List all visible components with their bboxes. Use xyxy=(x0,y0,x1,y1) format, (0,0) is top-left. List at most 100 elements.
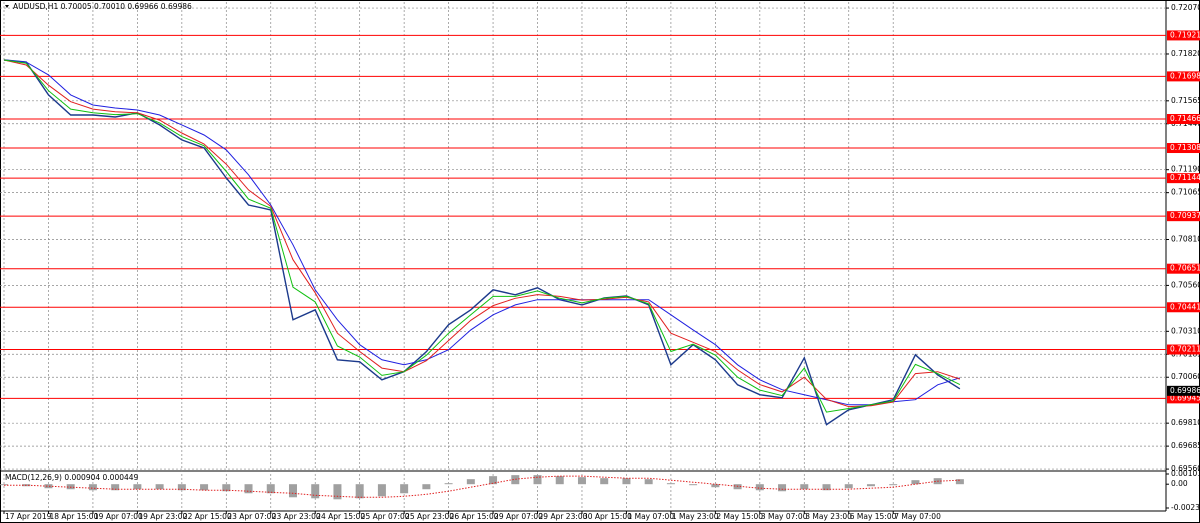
macd-bar xyxy=(288,484,297,498)
moving-average xyxy=(3,59,961,413)
macd-bar xyxy=(133,484,142,490)
current-price-label: 0.69986 xyxy=(1170,386,1200,395)
level-label: 0.71144 xyxy=(1170,173,1200,182)
macd-bar xyxy=(444,483,453,485)
macd-bar xyxy=(377,484,386,497)
macd-bar xyxy=(711,484,720,488)
x-tick-label: 23 Apr 23:00 xyxy=(272,512,321,521)
macd-signal xyxy=(4,475,960,498)
level-label: 0.70651 xyxy=(1170,264,1200,273)
x-tick-label: 29 Apr 07:00 xyxy=(494,512,543,521)
x-tick-label: 3 May 07:00 xyxy=(761,512,808,521)
macd-bar xyxy=(644,479,653,485)
macd-bar xyxy=(466,479,475,485)
level-label-bg xyxy=(1167,302,1200,313)
level-label: 0.71466 xyxy=(1170,114,1200,123)
price-line xyxy=(3,59,961,426)
level-label: 0.70441 xyxy=(1170,302,1200,311)
x-tick-label: 30 Apr 15:00 xyxy=(583,512,632,521)
macd-bar xyxy=(555,476,564,485)
x-tick-label: 17 Apr 2019 xyxy=(5,512,52,521)
level-label-bg xyxy=(1167,211,1200,222)
level-label-bg xyxy=(1167,173,1200,184)
macd-bar xyxy=(422,484,431,490)
level-label-bg xyxy=(1167,393,1200,404)
macd-bar xyxy=(889,484,898,486)
macd-bar xyxy=(689,484,698,486)
y-tick-label: 0.69810 xyxy=(1171,418,1200,427)
level-label-bg xyxy=(1167,114,1200,124)
x-tick-label: 29 Apr 23:00 xyxy=(539,512,588,521)
macd-bar xyxy=(533,475,542,485)
x-tick-label: 24 Apr 15:00 xyxy=(316,512,365,521)
macd-bar xyxy=(111,484,120,491)
macd-bar xyxy=(200,484,209,491)
macd-bar xyxy=(577,477,586,485)
x-tick-label: 3 May 23:00 xyxy=(805,512,852,521)
x-tick-label: 6 May 15:00 xyxy=(850,512,897,521)
y-tick-label: 0.71565 xyxy=(1171,96,1200,105)
x-tick-label: 25 Apr 23:00 xyxy=(405,512,454,521)
macd-bar xyxy=(733,484,742,490)
moving-average xyxy=(3,59,961,408)
y-tick-label: 0.70810 xyxy=(1171,234,1200,243)
macd-bar xyxy=(844,484,853,489)
level-label-bg xyxy=(1167,344,1200,355)
x-tick-label: 19 Apr 23:00 xyxy=(138,512,187,521)
x-tick-label: 23 Apr 07:00 xyxy=(227,512,276,521)
macd-bar xyxy=(800,484,809,490)
macd-bar xyxy=(155,484,164,490)
x-tick-label: 19 Apr 07:00 xyxy=(94,512,143,521)
macd-bar xyxy=(355,484,364,499)
moving-average xyxy=(3,59,961,406)
menu-arrow xyxy=(5,5,9,8)
level-label: 0.71308 xyxy=(1170,143,1200,152)
y-tick-label: 0.001013 xyxy=(1171,469,1200,478)
macd-bar xyxy=(622,478,631,485)
level-label: 0.71921 xyxy=(1170,30,1200,39)
macd-bar xyxy=(955,479,964,485)
x-tick-label: 2 May 15:00 xyxy=(716,512,763,521)
x-tick-label: 18 Apr 15:00 xyxy=(49,512,98,521)
macd-bar xyxy=(489,476,498,485)
y-tick-label: 0.69685 xyxy=(1171,441,1200,450)
macd-title: MACD(12,26,9) 0.000904 0.000449 xyxy=(5,473,139,482)
level-label-bg xyxy=(1167,30,1200,41)
level-label-bg xyxy=(1167,143,1200,154)
y-tick-label: 0.70060 xyxy=(1171,372,1200,381)
x-tick-label: 25 Apr 07:00 xyxy=(361,512,410,521)
x-tick-label: 7 May 07:00 xyxy=(894,512,941,521)
current-price-bg xyxy=(1167,385,1200,396)
x-tick-label: 1 May 23:00 xyxy=(672,512,719,521)
y-tick-label: 0.71065 xyxy=(1171,188,1200,197)
y-tick-label: 0.71820 xyxy=(1171,49,1200,58)
level-label-bg xyxy=(1167,71,1200,82)
y-tick-label: 0.71190 xyxy=(1171,165,1200,174)
x-tick-label: 1 May 07:00 xyxy=(627,512,674,521)
x-tick-label: 26 Apr 15:00 xyxy=(450,512,499,521)
macd-bar xyxy=(400,484,409,494)
macd-bar xyxy=(511,475,520,485)
macd-bar xyxy=(244,484,253,494)
y-tick-label: 0.69560 xyxy=(1171,464,1200,473)
level-label: 0.71698 xyxy=(1170,71,1200,80)
level-label: 0.69945 xyxy=(1170,393,1200,402)
y-tick-label: 0.70560 xyxy=(1171,280,1200,289)
macd-bar xyxy=(866,484,875,487)
macd-bar xyxy=(266,484,275,494)
y-tick-label: -0.002364 xyxy=(1171,503,1200,512)
x-tick-label: 22 Apr 15:00 xyxy=(183,512,232,521)
macd-bar xyxy=(44,484,53,489)
macd-bar xyxy=(755,484,764,491)
level-label: 0.70211 xyxy=(1170,345,1200,354)
macd-bar xyxy=(88,484,97,491)
macd-bar xyxy=(177,484,186,491)
macd-bar xyxy=(333,484,342,500)
chart-title: AUDUSD,H1 0.70005 0.70010 0.69966 0.6998… xyxy=(13,2,192,11)
macd-bar xyxy=(600,478,609,485)
y-tick-label: 0.72070 xyxy=(1171,3,1200,12)
macd-bar xyxy=(822,484,831,491)
